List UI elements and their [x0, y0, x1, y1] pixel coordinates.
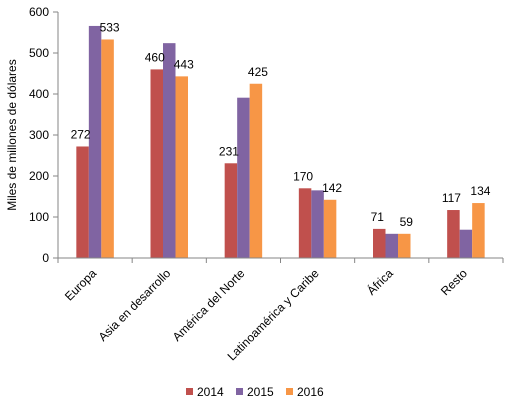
legend-label: 2014	[197, 385, 224, 399]
y-axis-title-group: Miles de millones de dólares	[5, 59, 19, 210]
axes	[57, 12, 504, 263]
bar-2016-2	[249, 83, 263, 258]
x-category-label: África	[364, 265, 397, 298]
bar-2014-1	[150, 69, 163, 259]
x-category-label: América del Norte	[170, 266, 248, 344]
bar-2015-0	[88, 25, 102, 258]
bar-2016-0	[101, 39, 114, 258]
data-label: 460	[145, 50, 165, 64]
y-tick-label: 600	[29, 5, 49, 19]
legend-swatch-2016	[286, 388, 293, 395]
data-label: 117	[442, 191, 461, 205]
y-tick-label: 0	[42, 251, 49, 265]
y-tick-label: 500	[29, 46, 49, 60]
x-category-label: Asia en desarrollo	[96, 266, 174, 344]
data-label: 443	[174, 57, 194, 71]
bar-2015-2	[237, 97, 250, 258]
y-tick-label: 200	[29, 169, 49, 183]
bar-2014-2	[224, 163, 238, 258]
bars	[76, 25, 485, 259]
legend-swatch-2014	[186, 388, 193, 395]
bar-2016-3	[323, 199, 337, 258]
y-tick-label: 100	[29, 210, 49, 224]
y-axis-ticks: 0 100 200 300 400 500 600	[29, 5, 58, 265]
data-label: 272	[71, 127, 91, 141]
bar-2014-0	[76, 146, 89, 258]
y-tick-label: 400	[29, 87, 49, 101]
x-category-label: Europa	[62, 266, 99, 303]
bar-2016-5	[472, 203, 485, 258]
bar-2015-4	[385, 233, 398, 258]
data-label: 533	[100, 20, 120, 34]
y-tick-label: 300	[29, 128, 49, 142]
bar-2016-4	[398, 233, 411, 258]
data-label: 71	[371, 210, 385, 224]
legend: 2014 2015 2016	[186, 385, 324, 399]
x-category-label: Resto	[438, 266, 470, 298]
y-axis-title: Miles de millones de dólares	[5, 59, 19, 210]
legend-label: 2015	[247, 385, 274, 399]
legend-label: 2016	[297, 385, 324, 399]
bar-2014-3	[298, 188, 312, 258]
data-label: 231	[219, 144, 239, 158]
legend-swatch-2015	[236, 388, 243, 395]
bar-2016-1	[175, 76, 188, 259]
bar-2014-4	[373, 228, 386, 258]
bar-2015-3	[311, 190, 324, 258]
data-label: 134	[470, 184, 490, 198]
bar-2014-5	[447, 210, 460, 258]
data-label: 425	[248, 65, 268, 79]
bar-2015-5	[459, 229, 473, 258]
data-label: 142	[322, 181, 342, 195]
data-label: 170	[293, 169, 313, 183]
data-labels: 272 533 460 443 231 425 170 142 71 59 117 134	[71, 20, 491, 228]
data-label: 59	[400, 215, 414, 229]
bar-2015-1	[163, 43, 176, 258]
